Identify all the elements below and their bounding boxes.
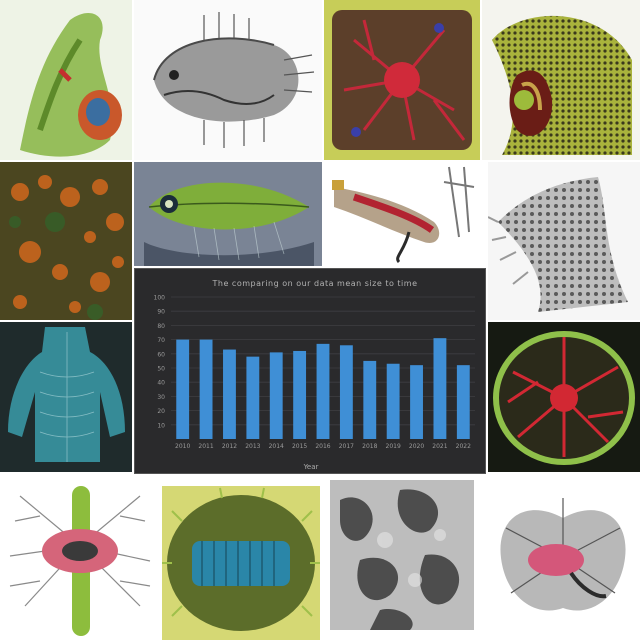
tile-blue-torso-scan [0, 322, 132, 472]
x-tick-label: 2014 [269, 443, 284, 450]
pink-vessel-tree-image [0, 476, 160, 640]
chart-gridlines [171, 296, 475, 426]
x-tick-label: 2010 [175, 443, 190, 450]
bar-2017 [339, 345, 353, 439]
gray-tissue-micrograph-image [330, 480, 474, 630]
blue-torso-scan-image [0, 322, 132, 472]
x-axis-tick-labels: 2010 2011 2012 2013 2014 2015 2016 2017 2018 2019… [175, 443, 471, 450]
tile-gray-porous-structure [488, 162, 640, 320]
gray-porous-structure-image [488, 162, 640, 320]
tile-yellow-green-textured-organism [482, 0, 640, 160]
x-tick-label: 2016 [315, 443, 330, 450]
bar-2012 [223, 349, 236, 439]
green-fish-image [134, 162, 322, 266]
bar-chart-panel: The comparing on our data mean size to t… [134, 268, 486, 474]
tile-green-organ-specimen [0, 0, 132, 160]
bar-2021 [433, 338, 447, 439]
gray-fish-skeleton-image [134, 0, 322, 160]
tile-orange-speckled-tissue [0, 162, 132, 320]
bar-2022 [456, 365, 470, 439]
x-tick-label: 2019 [386, 443, 401, 450]
chart-bars [176, 338, 470, 439]
orange-speckled-tissue-image [0, 162, 132, 320]
x-tick-label: 2011 [198, 443, 213, 450]
blue-cylinder-specimen-image [162, 486, 320, 640]
red-bone-appendage-image [324, 162, 482, 266]
x-tick-label: 2018 [362, 443, 377, 450]
y-tick-label: 30 [157, 394, 165, 401]
bar-2014 [269, 352, 283, 439]
x-axis-label: Year [303, 463, 319, 471]
x-tick-label: 2022 [456, 443, 471, 450]
y-tick-label: 20 [157, 408, 165, 415]
x-tick-label: 2015 [292, 443, 307, 450]
yellow-green-organism-image [482, 0, 640, 160]
tile-gray-fish-skeleton-drawing [134, 0, 322, 160]
tile-green-fish-illustration [134, 162, 322, 266]
tile-pink-vessel-tree [0, 476, 160, 640]
y-tick-label: 40 [157, 380, 165, 387]
x-tick-label: 2013 [245, 443, 260, 450]
tile-red-bone-appendage [324, 162, 482, 266]
x-tick-label: 2012 [222, 443, 237, 450]
x-tick-label: 2017 [339, 443, 354, 450]
y-tick-label: 80 [157, 323, 165, 330]
tile-red-network-green-ring [488, 322, 640, 472]
y-tick-label: 70 [157, 337, 165, 344]
tile-gray-tissue-micrograph [330, 480, 474, 630]
red-vessel-network-image [324, 0, 480, 160]
x-tick-label: 2021 [432, 443, 447, 450]
y-tick-label: 100 [154, 295, 166, 302]
bar-2016 [316, 343, 330, 439]
y-tick-label: 10 [157, 422, 165, 429]
bar-2015 [293, 350, 307, 439]
tile-blue-cylinder-specimen [162, 486, 320, 640]
y-axis-tick-labels: 100 90 80 70 60 50 40 30 20 10 [154, 295, 166, 430]
bar-2013 [246, 356, 260, 439]
pink-winged-specimen-image [486, 478, 640, 640]
green-organ-image [0, 0, 132, 160]
chart-title: The comparing on our data mean size to t… [212, 279, 418, 288]
tile-pink-winged-specimen [486, 478, 640, 640]
bar-2010 [176, 339, 190, 439]
tile-red-vessel-network-olive [324, 0, 480, 160]
red-network-ring-image [488, 322, 640, 472]
x-tick-label: 2020 [409, 443, 424, 450]
bar-2019 [386, 363, 400, 439]
y-tick-label: 60 [157, 351, 165, 358]
y-tick-label: 90 [157, 309, 165, 316]
bar-2011 [199, 339, 213, 439]
bar-2018 [363, 360, 377, 439]
bar-2020 [410, 365, 423, 439]
y-tick-label: 50 [157, 366, 165, 373]
